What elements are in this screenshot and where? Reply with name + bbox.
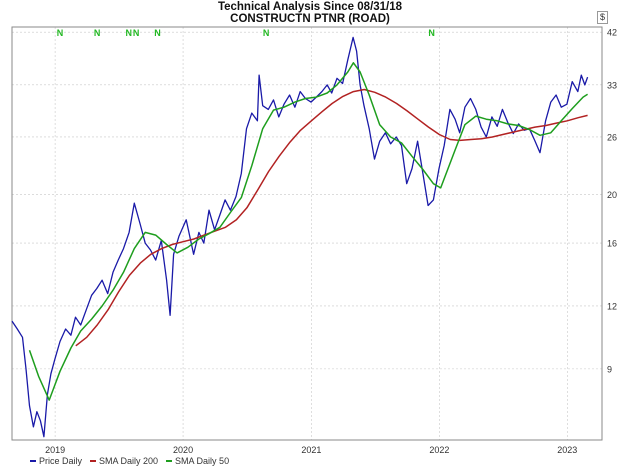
y-tick-label: 9 [607,364,612,374]
signal-marker: N [57,28,64,38]
signal-marker: N [133,28,140,38]
x-tick-label: 2022 [429,445,449,455]
y-tick-label: 42 [607,28,617,38]
legend-item-price: Price Daily [30,456,82,466]
signal-marker: N [263,28,270,38]
sma50-series-line [28,62,588,401]
legend-swatch-sma50 [166,460,173,462]
plot-border [11,26,603,441]
signal-marker: N [94,28,101,38]
legend-swatch-price [30,460,36,462]
y-tick-label: 16 [607,239,617,249]
y-tick-label: 26 [607,132,617,142]
x-tick-label: 2023 [557,445,577,455]
signal-marker: N [125,28,132,38]
y-tick-label: 33 [607,80,617,90]
sma200-series-line [75,88,588,347]
legend-item-sma50: SMA Daily 50 [166,456,229,466]
price-series-line [11,36,589,438]
currency-badge[interactable]: $ [596,11,608,24]
chart-subtitle: CONSTRUCTN PTNR (ROAD) [230,13,390,25]
y-tick-label: 12 [607,301,617,311]
legend-item-sma200: SMA Daily 200 [90,456,158,466]
legend-label-sma200: SMA Daily 200 [99,456,159,466]
legend-swatch-sma200 [90,460,97,462]
y-tick-label: 20 [607,190,617,200]
chart-legend: Price Daily SMA Daily 200 SMA Daily 50 [30,456,229,466]
signal-marker: N [428,28,435,38]
x-tick-label: 2020 [173,445,193,455]
legend-label-sma50: SMA Daily 50 [175,456,230,466]
plot-area [12,27,602,440]
chart-title: Technical Analysis Since 08/31/18 [217,1,403,13]
legend-label-price: Price Daily [39,456,83,466]
x-tick-label: 2021 [301,445,321,455]
x-tick-label: 2019 [45,445,65,455]
signal-marker: N [154,28,161,38]
